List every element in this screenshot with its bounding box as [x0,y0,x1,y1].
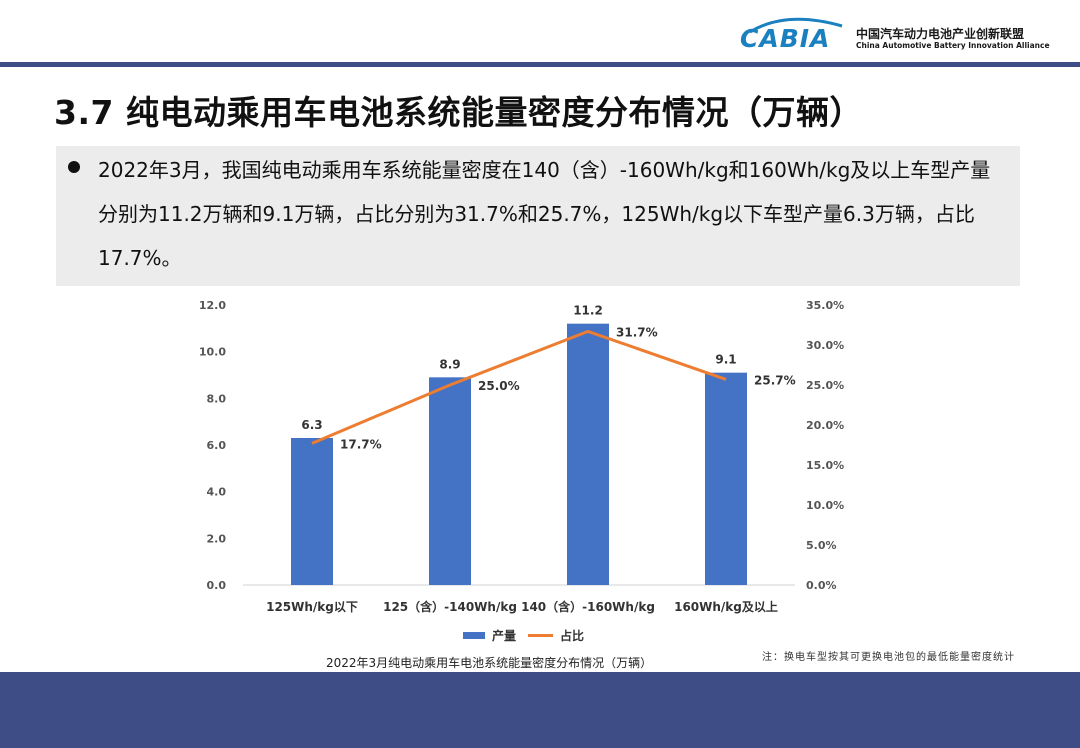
summary-box [56,146,1020,286]
line-data-label: 25.7% [754,373,796,387]
y-left-tick-label: 0.0 [207,579,227,592]
category-label: 160Wh/kg及以上 [674,599,778,614]
page-title: 3.7 纯电动乘用车电池系统能量密度分布情况（万辆） [54,93,863,132]
y-right-tick-label: 35.0% [806,299,844,312]
line-data-label: 17.7% [340,437,382,451]
share-line [311,329,727,445]
legend-bar-swatch [463,632,485,639]
bar [705,372,747,585]
legend-bar-label: 产量 [492,628,516,643]
y-left-tick-label: 2.0 [207,532,227,545]
header-divider [0,62,1080,67]
legend-line-label: 占比 [560,628,584,643]
bar [429,377,471,585]
y-left-tick-label: 12.0 [199,299,226,312]
org-name-cn: 中国汽车动力电池产业创新联盟 [856,27,1025,41]
summary-text: 2022年3月，我国纯电动乘用车系统能量密度在140（含）-160Wh/kg和1… [98,158,991,270]
y-right-tick-label: 10.0% [806,499,844,512]
category-label: 140（含）-160Wh/kg [521,599,655,614]
y-left-tick-label: 6.0 [207,439,227,452]
y-right-tick-label: 30.0% [806,339,844,352]
logo-arc-icon [749,17,843,34]
y-right-tick-label: 20.0% [806,419,844,432]
header-bar [0,0,1080,62]
bar-data-label: 11.2 [573,304,603,318]
bar-data-label: 9.1 [715,353,736,367]
y-right-tick-label: 0.0% [806,579,837,592]
y-left-tick-label: 4.0 [207,486,227,499]
y-right-tick-label: 5.0% [806,539,837,552]
y-left-tick-label: 8.0 [207,392,227,405]
bar-data-label: 8.9 [439,357,460,371]
cabia-logo: CABIA [740,24,831,53]
bar-data-label: 6.3 [301,418,322,432]
y-right-tick-label: 15.0% [806,459,844,472]
org-name-en: China Automotive Battery Innovation Alli… [856,41,1050,50]
line-data-label: 31.7% [616,325,658,339]
chart-note: 注：换电车型按其可更换电池包的最低能量密度统计 [762,652,1015,663]
bar [291,438,333,585]
category-label: 125Wh/kg以下 [266,600,358,614]
bullet-icon [68,161,80,173]
chart-caption: 2022年3月纯电动乘用车电池系统能量密度分布情况（万辆） [326,656,653,670]
y-left-tick-label: 10.0 [199,346,226,359]
line-data-label: 25.0% [478,379,520,393]
category-label: 125（含）-140Wh/kg [383,599,517,614]
y-right-tick-label: 25.0% [806,379,844,392]
bar [567,323,609,585]
footer-bar [0,672,1080,748]
